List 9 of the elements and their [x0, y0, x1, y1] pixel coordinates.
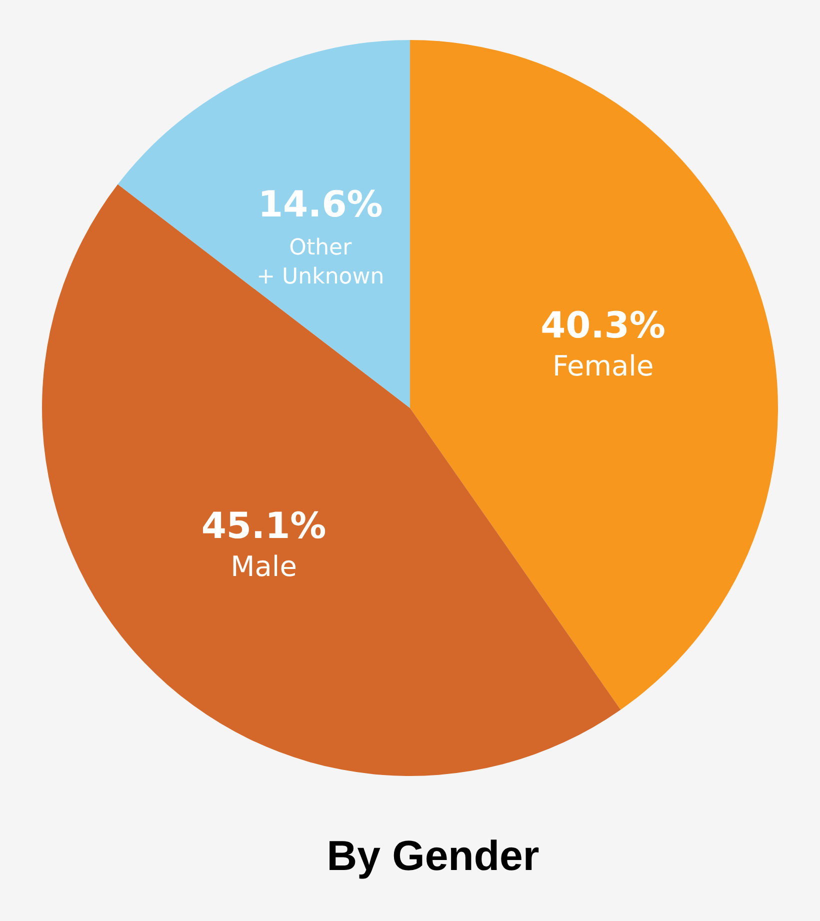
data-label: 45.1% — [201, 506, 326, 547]
slice-label: Female — [552, 349, 654, 382]
slice-label: Other + Unknown — [256, 236, 384, 290]
slice-label: Male — [230, 550, 297, 583]
pie-slice — [410, 40, 778, 710]
text: By Gender — [326, 832, 540, 879]
data-label: 14.6% — [258, 184, 383, 226]
data-label: 40.3% — [540, 305, 666, 346]
pie-slice — [118, 40, 410, 408]
